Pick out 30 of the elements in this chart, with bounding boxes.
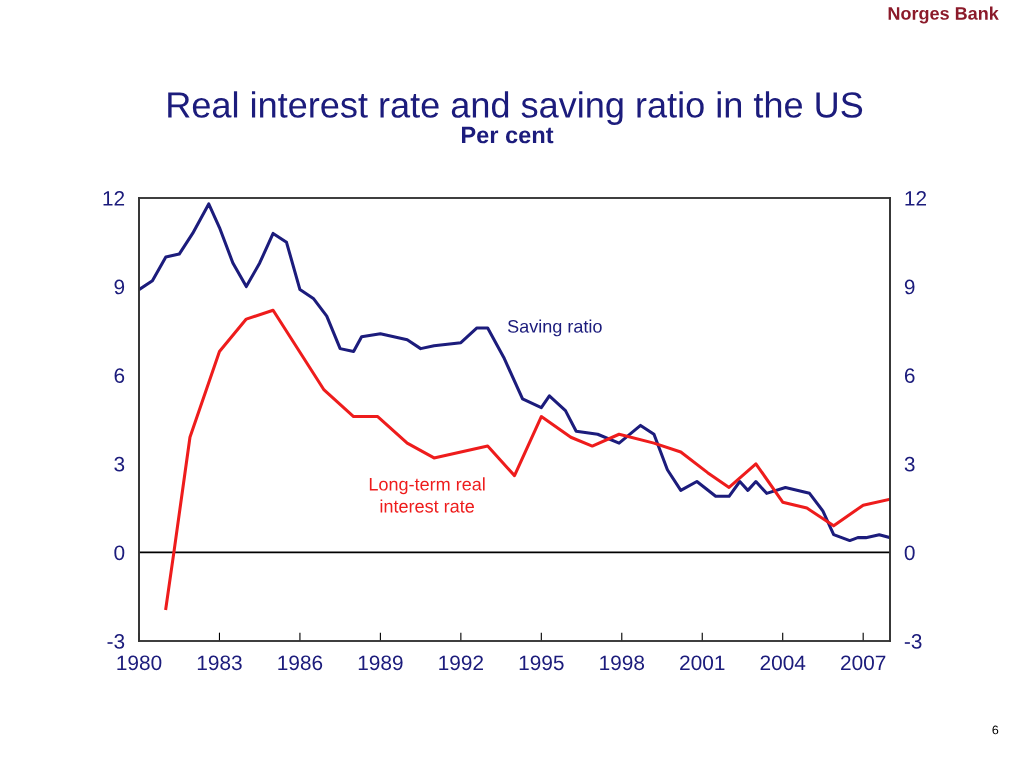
x-tick-label: 1995 — [519, 655, 564, 671]
y2-tick-label: 9 — [904, 279, 915, 295]
series-label: Long-term real interest rate — [369, 477, 485, 513]
x-tick-label: 2007 — [841, 655, 886, 671]
x-tick-label: 2004 — [760, 655, 806, 671]
y-tick-label: 6 — [114, 368, 125, 383]
x-tick-label: 2001 — [680, 655, 725, 671]
y2-tick-label: 6 — [904, 368, 915, 383]
y2-tick-label: 12 — [905, 191, 927, 206]
y-tick-label: 9 — [114, 279, 125, 295]
y2-tick-label: 0 — [904, 545, 915, 561]
chart-title: Real interest rate and saving ratio in the US — [168, 91, 863, 125]
text: Norges Bank — [888, 6, 999, 24]
series-label: Saving ratio — [507, 319, 602, 337]
line-series — [139, 202, 890, 543]
y-tick-label: 0 — [114, 545, 125, 561]
y2-tick-label: 3 — [904, 456, 915, 472]
line-series — [164, 308, 890, 611]
y2-tick-label: -3 — [904, 634, 922, 649]
x-tick-label: 1989 — [358, 655, 403, 671]
x-tick-label: 1992 — [439, 655, 483, 671]
x-tick-label: 1998 — [600, 655, 645, 671]
chart-subtitle: Per cent — [461, 126, 554, 144]
text: 6 — [992, 725, 999, 735]
y-tick-label: 12 — [103, 191, 125, 206]
x-tick-label: 1986 — [278, 655, 323, 671]
x-tick-label: 1983 — [197, 655, 242, 671]
x-tick-label: 1980 — [117, 655, 162, 671]
y-tick-label: -3 — [107, 634, 125, 649]
y-tick-label: 3 — [114, 456, 125, 472]
